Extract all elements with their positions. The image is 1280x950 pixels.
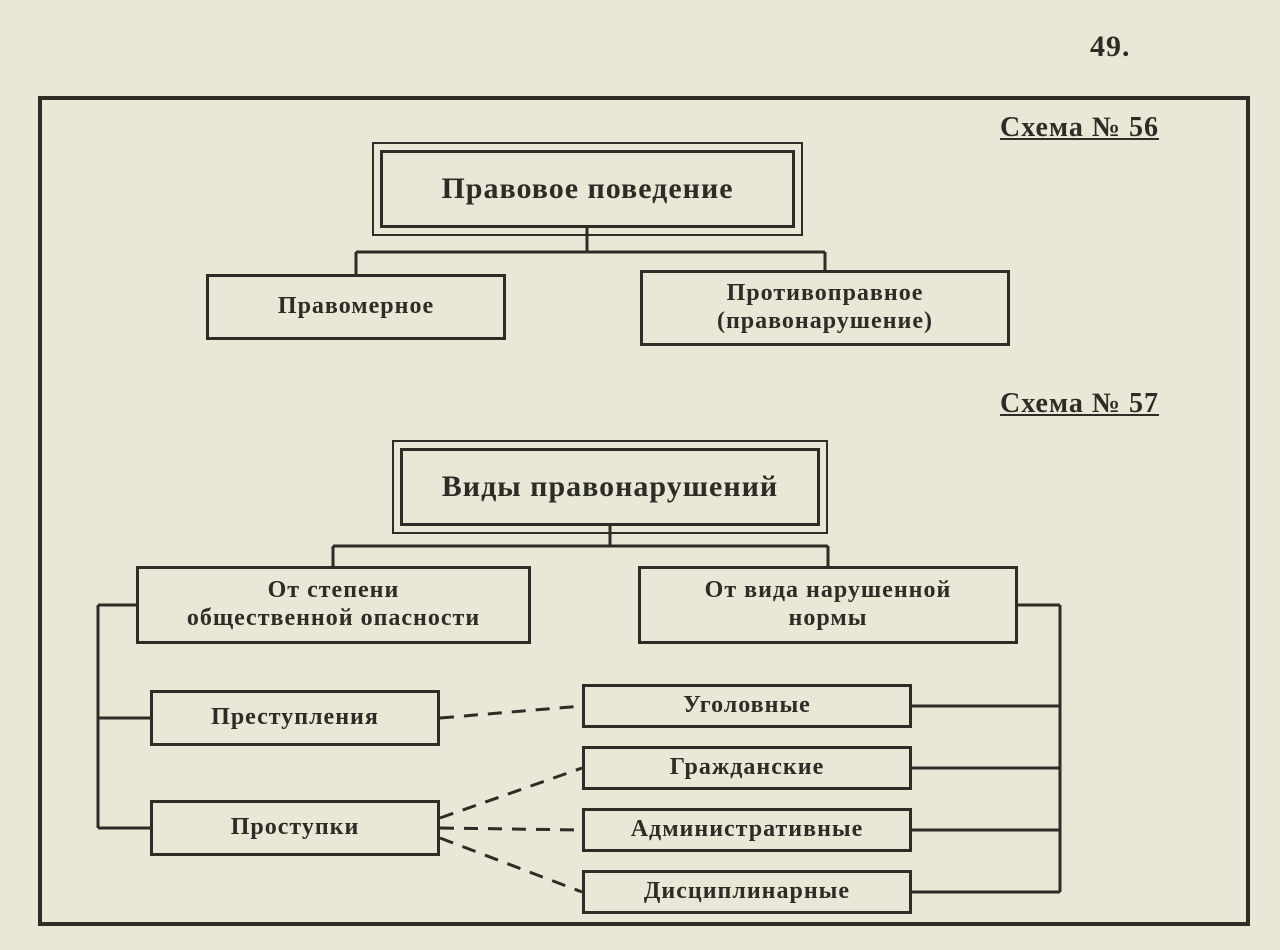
- node-lawful: Правомерное: [206, 274, 506, 340]
- scheme-56-label: Схема № 56: [1000, 112, 1159, 144]
- page-number: 49.: [1090, 30, 1131, 64]
- node-unlawful: Противоправное (правонарушение): [640, 270, 1010, 346]
- node-crimes: Преступления: [150, 690, 440, 746]
- node-legal-behavior: Правовое поведение: [380, 150, 795, 228]
- node-by-danger-degree: От степени общественной опасности: [136, 566, 531, 644]
- node-disciplinary: Дисциплинарные: [582, 870, 912, 914]
- node-administrative: Административные: [582, 808, 912, 852]
- node-misdemeanors: Проступки: [150, 800, 440, 856]
- scheme-57-label: Схема № 57: [1000, 388, 1159, 420]
- node-civil: Гражданские: [582, 746, 912, 790]
- node-criminal: Уголовные: [582, 684, 912, 728]
- page: 49. Схема № 56 Схема № 57 Правовое повед…: [0, 0, 1280, 950]
- node-by-norm-type: От вида нарушенной нормы: [638, 566, 1018, 644]
- node-types-of-offenses: Виды правонарушений: [400, 448, 820, 526]
